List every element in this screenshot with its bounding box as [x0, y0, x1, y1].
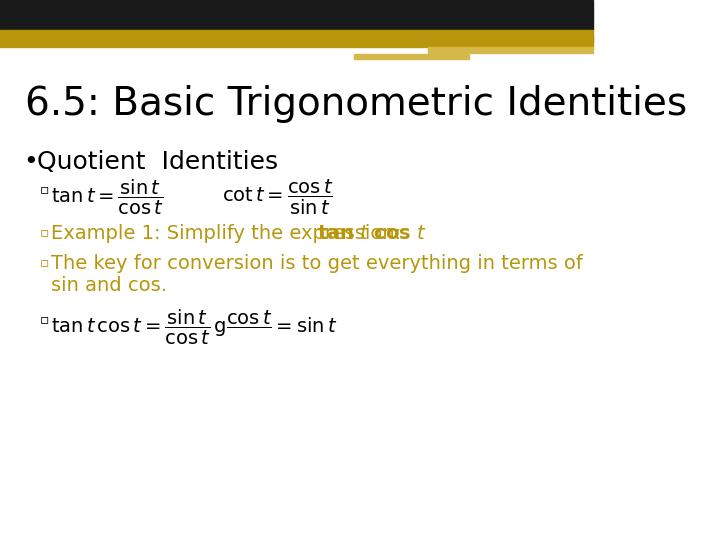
Bar	[354, 35, 593, 43]
Text: •: •	[23, 150, 37, 174]
Text: $\cot t = \dfrac{\cos t}{\sin t}$: $\cot t = \dfrac{\cos t}{\sin t}$	[222, 178, 333, 217]
Text: ▫: ▫	[40, 255, 49, 269]
Bar	[0, 0, 593, 30]
Text: $\tan t\,\cos t = \dfrac{\sin t}{\cos t}\,\mathrm{g}\dfrac{\cos t}{\!\!\!\!\!\!}: $\tan t\,\cos t = \dfrac{\sin t}{\cos t}…	[51, 308, 338, 347]
Text: ▫: ▫	[40, 312, 49, 326]
Bar	[0, 30, 593, 47]
Text: ▫: ▫	[40, 225, 49, 239]
Bar	[354, 54, 469, 59]
Text: 6.5: Basic Trigonometric Identities: 6.5: Basic Trigonometric Identities	[24, 85, 687, 123]
Bar	[428, 47, 593, 53]
Text: Example 1: Simplify the expression:: Example 1: Simplify the expression:	[51, 224, 408, 243]
Text: Quotient  Identities: Quotient Identities	[37, 150, 278, 174]
Text: ▫: ▫	[40, 182, 49, 196]
Text: The key for conversion is to get everything in terms of: The key for conversion is to get everyth…	[51, 254, 583, 273]
Text: $\mathbf{tan}\ \mathit{t}\ \mathbf{cos}\ \mathit{t}$: $\mathbf{tan}\ \mathit{t}\ \mathbf{cos}\…	[317, 224, 427, 243]
Text: $\tan t = \dfrac{\sin t}{\cos t}$: $\tan t = \dfrac{\sin t}{\cos t}$	[51, 178, 164, 217]
Text: sin and cos.: sin and cos.	[51, 276, 167, 295]
